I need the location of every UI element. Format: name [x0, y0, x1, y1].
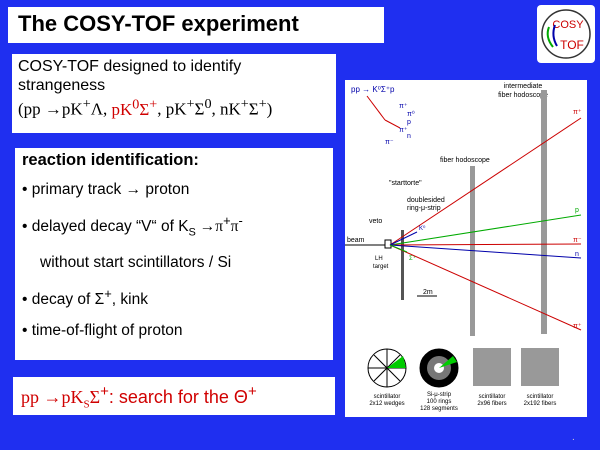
- fig-track-label-0: π⁺: [573, 109, 582, 116]
- fig-fiber-hodoscope: fiber hodoscope: [440, 157, 490, 164]
- reaction-3: pK: [165, 99, 187, 119]
- fig-track-label-1: p: [575, 207, 579, 214]
- sigma-decay-text: • decay of Σ: [22, 291, 105, 309]
- item-sigma-decay: • decay of Σ+, kink: [22, 286, 148, 309]
- track-neutron: [389, 244, 582, 259]
- logo-bottom-text: TOF: [560, 38, 584, 52]
- reaction-4: nK: [220, 99, 241, 119]
- footer-mark: .: [572, 432, 575, 443]
- title-text: The COSY-TOF experiment: [18, 11, 299, 36]
- item-delayed-decay: • delayed decay “V“ of KS →π+π-: [22, 213, 243, 239]
- start-detector: [401, 230, 404, 300]
- detector-figure: pp → K⁰Σ⁺p π⁺ π⁰ p π⁺ n π⁻ intermediate …: [345, 80, 587, 417]
- fig-decay-4: n: [407, 133, 411, 140]
- fig-doublesided-2: ring-μ-strip: [407, 205, 441, 212]
- fig-decay-2: p: [407, 119, 411, 126]
- fig-track-label-4: π⁺: [573, 323, 582, 330]
- fig-det-3-0: scintillator: [527, 394, 554, 400]
- track-proton: [389, 214, 582, 246]
- fig-beam: beam: [347, 237, 365, 244]
- fig-track-label-6: Σ⁺: [409, 255, 416, 262]
- fig-decay-5: π⁻: [385, 139, 394, 146]
- fig-decay-1: π⁰: [407, 110, 415, 118]
- item-primary-track: • primary track → proton: [22, 181, 190, 198]
- fig-det-2-0: scintillator: [479, 394, 506, 400]
- strangeness-box: COSY-TOF designed to identify strangenes…: [12, 54, 336, 133]
- ks-decay: →π: [195, 218, 224, 236]
- fig-target: target: [373, 264, 389, 270]
- fig-det-0-1: 2x12 wedges: [369, 401, 404, 407]
- reaction-4-tail: Σ: [248, 99, 259, 119]
- fig-track-label-2: π⁻: [573, 237, 582, 244]
- detector-schematic: pp → K⁰Σ⁺p π⁺ π⁰ p π⁺ n π⁻ intermediate …: [345, 83, 582, 412]
- fig-starttorte: "starttorte": [389, 180, 422, 187]
- fig-det-1-2: 128 segments: [420, 406, 458, 412]
- kink-text: , kink: [111, 291, 148, 309]
- reaction-open: (pp →pK: [18, 99, 83, 119]
- track-pi-plus-2: [389, 244, 582, 331]
- reaction-list: (pp →pK+Λ, pK0Σ+, pK+Σ0, nK+Σ+): [18, 96, 273, 119]
- track-pi-minus: [389, 243, 582, 246]
- item-tof: • time-of-flight of proton: [22, 322, 183, 340]
- fig-det-0-0: scintillator: [374, 394, 401, 400]
- fig-det-1-1: 100 rings: [427, 399, 452, 405]
- fig-det-1-0: Si-μ-strip: [427, 392, 452, 398]
- logo-graphic: COSY TOF: [541, 9, 591, 59]
- intermediate-hodoscope: [541, 90, 547, 334]
- reaction-3-tail: Σ: [194, 99, 205, 119]
- fig-intermediate-2: fiber hodoscope: [498, 92, 548, 99]
- reaction-identification-box: reaction identification: • primary track…: [15, 148, 333, 360]
- fig-det-2-1: 2x96 fibers: [477, 401, 506, 407]
- search-box: pp →pKSΣ+: search for the Θ+: [13, 377, 335, 415]
- strangeness-line2: strangeness: [18, 77, 106, 94]
- reaction-1-tail: Λ,: [90, 99, 112, 119]
- delayed-decay-text: • delayed decay “V“ of K: [22, 218, 189, 236]
- search-reaction: pp →pK: [21, 387, 84, 407]
- reaction-2-tail: Σ: [139, 99, 150, 119]
- fig-det-3-1: 2x192 fibers: [524, 401, 557, 407]
- fig-reaction-label: pp → K⁰Σ⁺p: [351, 85, 395, 94]
- reaction-close: ): [266, 99, 273, 119]
- fiber-scintillator-192: [521, 348, 559, 386]
- fig-track-label-3: n: [575, 251, 579, 258]
- fig-intermediate-1: intermediate: [504, 83, 543, 90]
- strangeness-line1: COSY-TOF designed to identify: [18, 58, 242, 75]
- logo-top-text: COSY: [552, 19, 584, 31]
- search-text: : search for the Θ: [108, 387, 248, 407]
- reaction-header: reaction identification:: [22, 151, 199, 169]
- fig-decay-0: π⁺: [399, 103, 408, 110]
- cosy-tof-logo: COSY TOF: [537, 5, 595, 63]
- fig-lh2: LH: [375, 256, 383, 262]
- fig-decay-3: π⁺: [399, 127, 408, 134]
- fig-scale: 2m: [423, 289, 433, 296]
- fig-doublesided-1: doublesided: [407, 197, 445, 204]
- item-no-start: without start scintillators / Si: [40, 254, 232, 272]
- fig-track-label-5: K⁰: [419, 225, 426, 232]
- fig-veto: veto: [369, 218, 382, 225]
- track-pi-plus-1: [389, 117, 582, 246]
- fiber-scintillator-96: [473, 348, 511, 386]
- slide-title: The COSY-TOF experiment: [8, 7, 384, 43]
- reaction-2: pK: [111, 99, 133, 119]
